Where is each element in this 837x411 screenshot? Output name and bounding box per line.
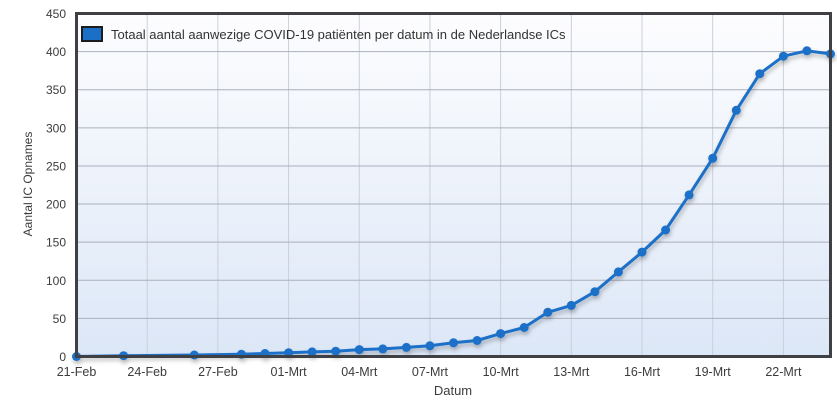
x-tick-label: 21-Feb	[57, 365, 97, 379]
data-point[interactable]	[401, 342, 411, 352]
y-tick-label: 50	[53, 312, 67, 326]
data-point[interactable]	[378, 344, 388, 354]
x-tick-label: 24-Feb	[127, 365, 167, 379]
x-tick-label: 07-Mrt	[412, 365, 449, 379]
y-tick-label: 250	[46, 159, 66, 173]
data-point[interactable]	[472, 336, 482, 345]
data-point[interactable]	[778, 51, 788, 61]
legend-swatch-icon	[81, 26, 103, 42]
y-tick-label: 400	[46, 45, 66, 59]
data-point[interactable]	[590, 287, 600, 297]
legend-label: Totaal aantal aanwezige COVID-19 patiënt…	[111, 26, 566, 42]
data-point[interactable]	[425, 341, 435, 351]
data-point[interactable]	[566, 300, 576, 310]
y-tick-label: 300	[46, 121, 66, 135]
data-point[interactable]	[543, 307, 553, 317]
data-point[interactable]	[708, 153, 718, 163]
data-point[interactable]	[354, 345, 364, 355]
y-tick-label: 350	[46, 83, 66, 97]
data-point[interactable]	[731, 105, 741, 115]
data-point[interactable]	[755, 69, 765, 79]
x-tick-label: 16-Mrt	[624, 365, 661, 379]
x-tick-label: 10-Mrt	[483, 365, 520, 379]
x-tick-label: 22-Mrt	[765, 365, 802, 379]
data-point[interactable]	[661, 225, 671, 235]
y-tick-label: 0	[59, 350, 66, 364]
data-point[interactable]	[307, 347, 317, 357]
data-point[interactable]	[519, 323, 529, 332]
data-point[interactable]	[637, 247, 647, 257]
x-tick-label: 13-Mrt	[553, 365, 590, 379]
y-tick-label: 100	[46, 274, 66, 288]
x-tick-label: 19-Mrt	[695, 365, 732, 379]
x-tick-label: 04-Mrt	[341, 365, 378, 379]
y-tick-label: 150	[46, 236, 66, 250]
plot-area-background	[76, 13, 831, 357]
data-point[interactable]	[449, 338, 458, 348]
series-group	[72, 46, 835, 361]
plot-border	[75, 12, 832, 358]
data-point[interactable]	[613, 267, 623, 277]
legend-item[interactable]: Totaal aantal aanwezige COVID-19 patiënt…	[81, 26, 566, 42]
data-point[interactable]	[802, 46, 812, 56]
y-axis-title: Aantal IC Opnames	[21, 131, 35, 237]
data-point[interactable]	[284, 348, 294, 358]
x-tick-label: 27-Feb	[198, 365, 238, 379]
data-point[interactable]	[331, 346, 341, 356]
x-tick-label: 01-Mrt	[271, 365, 308, 379]
data-point[interactable]	[684, 190, 694, 200]
y-tick-label: 200	[46, 198, 66, 212]
y-tick-label: 450	[46, 7, 66, 21]
data-point[interactable]	[496, 329, 506, 339]
x-axis-title: Datum	[433, 383, 473, 398]
